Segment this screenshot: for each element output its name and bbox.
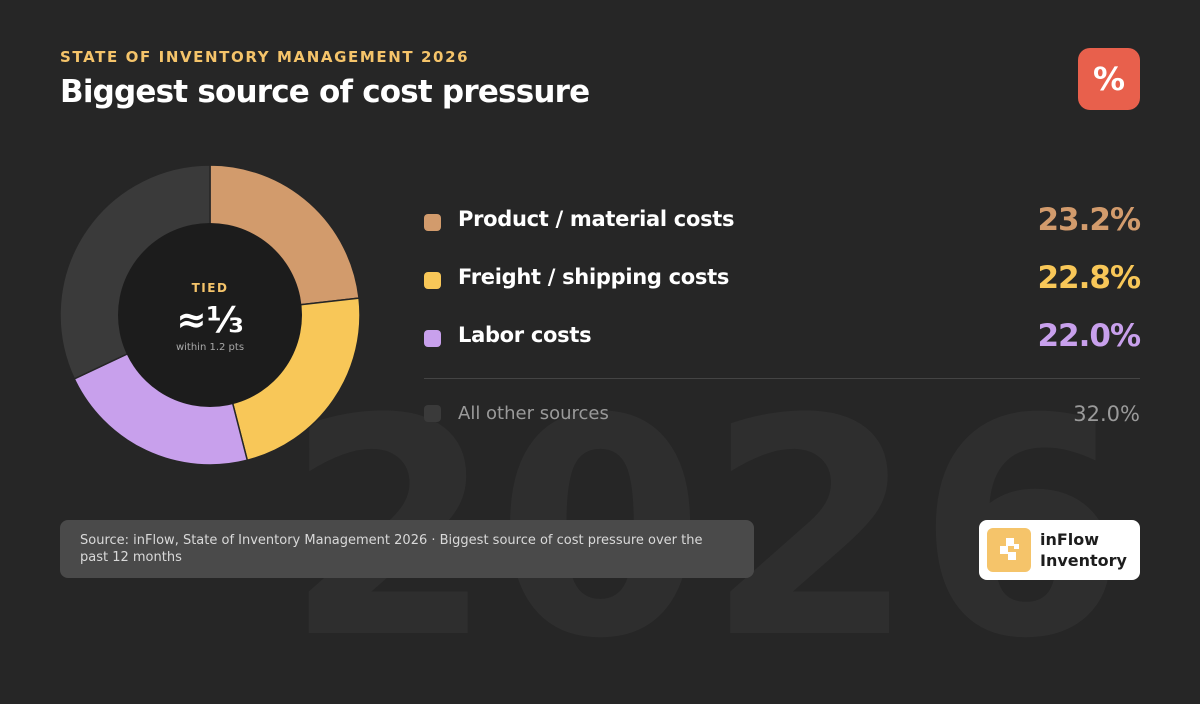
chart-title: Biggest source of cost pressure — [60, 74, 590, 110]
donut-hole — [118, 223, 302, 407]
legend-label: Freight / shipping costs — [458, 265, 730, 289]
legend-row-labor: Labor costs 22.0% — [424, 312, 1141, 370]
legend-label: Product / material costs — [458, 207, 735, 231]
percent-badge-icon: % — [1078, 48, 1140, 110]
chart-legend: Product / material costs 23.2% Freight /… — [424, 196, 1141, 370]
legend-divider — [424, 378, 1140, 379]
center-value: ≈⅓ — [176, 300, 243, 341]
legend-label: Labor costs — [458, 323, 592, 347]
report-eyebrow: STATE OF INVENTORY MANAGEMENT 2026 — [60, 48, 470, 66]
center-note: within 1.2 pts — [176, 342, 244, 353]
legend-swatch — [424, 405, 441, 422]
center-kicker: TIED — [192, 281, 229, 295]
legend-value: 22.8% — [1037, 260, 1141, 296]
inflow-logo: inFlow Inventory — [979, 520, 1140, 580]
legend-row-freight: Freight / shipping costs 22.8% — [424, 254, 1141, 312]
legend-value: 32.0% — [1073, 402, 1140, 426]
legend-swatch — [424, 214, 441, 231]
inflow-logo-icon — [987, 528, 1031, 572]
legend-swatch — [424, 330, 441, 347]
legend-row-product: Product / material costs 23.2% — [424, 196, 1141, 254]
legend-swatch — [424, 272, 441, 289]
legend-label: All other sources — [458, 403, 609, 424]
source-note: Source: inFlow, State of Inventory Manag… — [60, 520, 754, 578]
donut-chart: TIED ≈⅓ within 1.2 pts — [59, 164, 361, 466]
legend-row-other: All other sources 32.0% — [424, 398, 1140, 432]
legend-value: 23.2% — [1037, 202, 1141, 238]
logo-wordmark: inFlow Inventory — [1040, 530, 1127, 570]
legend-value: 22.0% — [1037, 318, 1141, 354]
